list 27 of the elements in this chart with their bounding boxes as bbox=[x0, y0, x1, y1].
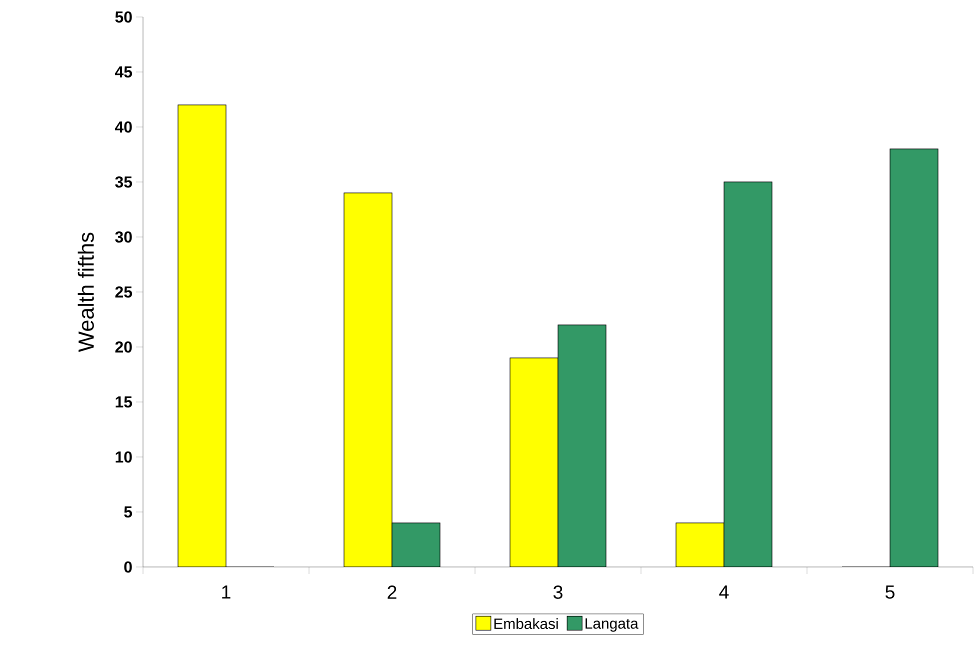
y-axis-title: Wealth fifths bbox=[78, 232, 94, 352]
y-tick-label: 0 bbox=[124, 561, 132, 573]
bar bbox=[676, 522, 724, 567]
bar bbox=[392, 522, 440, 567]
bar bbox=[344, 192, 392, 567]
y-tick-label: 5 bbox=[124, 506, 132, 518]
y-tick-label: 10 bbox=[116, 451, 132, 463]
x-tick-label: 2 bbox=[388, 586, 396, 599]
x-tick-label: 1 bbox=[222, 586, 230, 599]
x-tick-label: 3 bbox=[553, 586, 562, 599]
legend-label: Langata bbox=[586, 618, 638, 632]
bar bbox=[890, 148, 938, 567]
bar bbox=[724, 182, 772, 567]
y-tick-label: 40 bbox=[114, 121, 132, 133]
y-tick-label: 15 bbox=[116, 396, 132, 408]
x-tick-label: 4 bbox=[719, 586, 729, 599]
y-tick-label: 30 bbox=[115, 231, 132, 243]
x-tick-label: 5 bbox=[885, 586, 894, 599]
y-tick-label: 45 bbox=[114, 66, 132, 78]
y-tick-label: 20 bbox=[115, 341, 132, 353]
y-tick-label: 25 bbox=[115, 286, 132, 298]
y-tick-label: 35 bbox=[115, 176, 132, 188]
y-tick-label: 50 bbox=[115, 11, 132, 23]
bar bbox=[510, 358, 558, 567]
bar bbox=[178, 104, 226, 567]
bar bbox=[558, 324, 606, 567]
legend-label: Embakasi bbox=[494, 618, 558, 630]
